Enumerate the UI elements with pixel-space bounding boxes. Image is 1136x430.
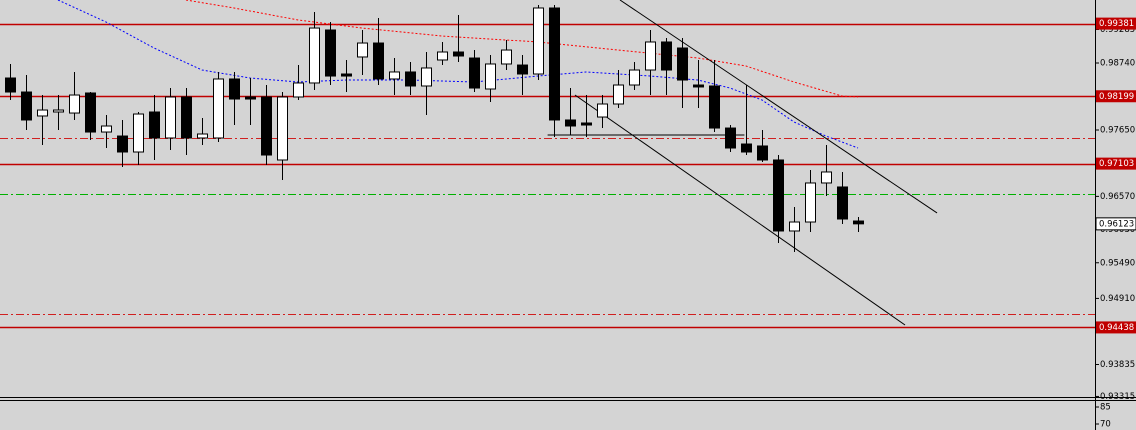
- level-label-box: [1096, 17, 1136, 30]
- candle-body: [517, 64, 528, 75]
- candle-body: [293, 82, 304, 98]
- candle-body: [741, 143, 752, 153]
- candle-body: [677, 47, 688, 81]
- level-label: 0.94438: [1099, 323, 1134, 333]
- y-tick-label: 0.96570: [1100, 192, 1135, 202]
- candle-body: [629, 69, 640, 86]
- candle-body: [149, 111, 160, 139]
- moving-average: [57, 0, 859, 149]
- level-label-box: [1096, 157, 1136, 170]
- candle-body: [373, 42, 384, 80]
- candle-body: [309, 27, 320, 84]
- y-tick-label: 0.99285: [1100, 25, 1135, 35]
- candle-body: [469, 57, 480, 89]
- candle-body: [325, 29, 336, 77]
- y-tick-label: 0.97650: [1100, 125, 1135, 135]
- candle-body: [565, 119, 576, 127]
- indicator-tick-label: 85: [1100, 403, 1111, 413]
- current-price-label: 0.96123: [1099, 219, 1134, 229]
- level-label-box: [1096, 90, 1136, 103]
- candle-body: [117, 135, 128, 153]
- candle-body: [725, 127, 736, 149]
- candle-body: [101, 125, 112, 133]
- trendline: [619, 0, 938, 214]
- candle-body: [837, 186, 848, 220]
- candle-body: [805, 182, 816, 223]
- candle-body: [69, 94, 80, 114]
- candle-body: [5, 77, 16, 93]
- y-tick-label: 0.95490: [1100, 258, 1135, 268]
- candle-body: [821, 171, 832, 184]
- candle-body: [773, 159, 784, 232]
- candle-body: [53, 109, 64, 113]
- candle-body: [693, 84, 704, 88]
- candle-body: [453, 51, 464, 57]
- indicator-tick-label: 70: [1100, 419, 1111, 429]
- candle-body: [757, 145, 768, 161]
- level-label-box: [1096, 321, 1136, 334]
- candle-body: [405, 71, 416, 87]
- candle-body: [789, 221, 800, 232]
- y-tick-label: 0.93315: [1100, 392, 1135, 402]
- candle-body: [229, 78, 240, 100]
- candle-body: [261, 96, 272, 156]
- candle-body: [645, 41, 656, 71]
- candle-body: [549, 7, 560, 121]
- candle-body: [533, 7, 544, 75]
- y-tick-label: 0.93835: [1100, 360, 1135, 370]
- candle-body: [341, 73, 352, 77]
- candle-body: [709, 85, 720, 129]
- y-tick-label: 0.94910: [1100, 294, 1135, 304]
- candle-body: [661, 41, 672, 71]
- candle-body: [85, 92, 96, 133]
- candle-body: [501, 49, 512, 65]
- candle-body: [485, 63, 496, 90]
- candle-body: [597, 103, 608, 118]
- candle-body: [37, 109, 48, 117]
- candle-body: [421, 67, 432, 87]
- candle-body: [853, 220, 864, 225]
- candle-body: [357, 42, 368, 58]
- y-tick-label: 0.98740: [1100, 59, 1135, 69]
- candle-body: [133, 113, 144, 153]
- candle-body: [197, 133, 208, 139]
- trendline: [574, 94, 906, 326]
- candle-body: [245, 96, 256, 100]
- candle-body: [613, 84, 624, 105]
- candle-body: [277, 96, 288, 161]
- candle-body: [181, 96, 192, 139]
- current-price-box: [1095, 217, 1136, 231]
- candle-body: [213, 78, 224, 139]
- candle-body: [389, 71, 400, 80]
- level-label: 0.98199: [1099, 92, 1134, 102]
- candle-body: [21, 91, 32, 121]
- candle-body: [165, 96, 176, 139]
- level-label: 0.97103: [1099, 159, 1134, 169]
- candle-body: [581, 122, 592, 126]
- level-label: 0.99381: [1099, 19, 1134, 29]
- candle-body: [437, 51, 448, 61]
